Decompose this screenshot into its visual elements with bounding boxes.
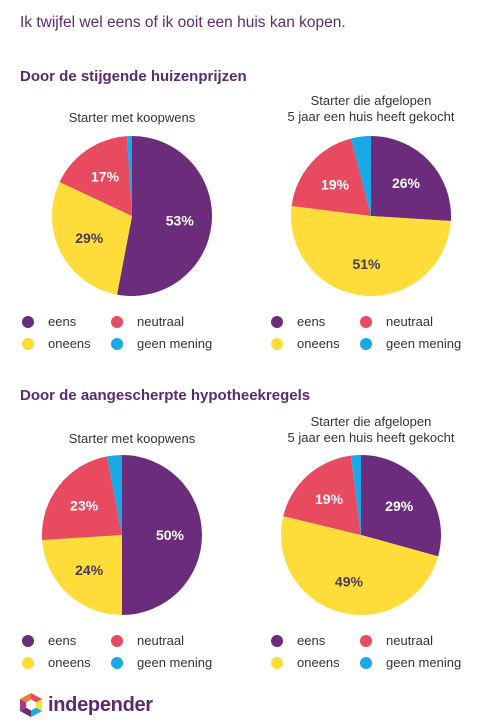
legend-label: oneens [48, 655, 91, 670]
pie-slice-geen-mening [351, 136, 371, 216]
page-title: Ik twijfel wel eens of ik ooit een huis … [20, 14, 346, 31]
pie-data-label: 51% [352, 256, 381, 272]
legend-label: geen mening [137, 655, 213, 670]
pie-slice-oneens [42, 535, 122, 615]
legend-dot-icon [360, 315, 372, 328]
legend-item-eens: eens [271, 314, 325, 329]
legend-label: neutraal [137, 633, 184, 648]
pie-slice-neutraal [283, 455, 361, 535]
legend-dot-icon [22, 337, 34, 350]
legend-dot-icon [360, 656, 372, 669]
legend-item-oneens: oneens [271, 655, 340, 670]
legend-label: eens [297, 633, 326, 648]
legend-dot-icon [22, 634, 34, 647]
chart-title: Starter die afgelopen 5 jaar een huis he… [256, 414, 486, 446]
pie-slice-eens [117, 136, 212, 296]
pie-slice-geen-mening [350, 455, 361, 535]
pie-slice-eens [122, 455, 202, 615]
chart-title-line: 5 jaar een huis heeft gekocht [287, 109, 455, 124]
legend-item-eens: eens [22, 633, 76, 648]
pie-data-label: 49% [335, 573, 364, 589]
pie-slice-neutraal [59, 136, 133, 216]
legend-dot-icon [271, 634, 283, 647]
chart-title-line: Starter met koopwens [68, 431, 196, 446]
pie-slice-neutraal [291, 138, 371, 216]
legend-dot-icon [111, 634, 123, 647]
pie-data-label: 26% [392, 175, 421, 191]
legend-label: neutraal [386, 633, 433, 648]
legend-dot-icon [22, 656, 34, 669]
pie-slice-neutraal [42, 456, 122, 541]
legend-label: eens [48, 633, 77, 648]
pie-data-label: 23% [70, 498, 99, 514]
legend-item-eens: eens [22, 314, 76, 329]
pie-slice-oneens [291, 205, 451, 297]
pie-chart-3: 50% 24% 23% [42, 455, 202, 615]
brand-logo: independer [20, 693, 153, 717]
legend-item-eens: eens [271, 633, 325, 648]
chart-title: Starter die afgelopen 5 jaar een huis he… [256, 93, 486, 125]
legend-dot-icon [111, 656, 123, 669]
legend-dot-icon [360, 337, 372, 350]
legend-label: geen mening [137, 336, 213, 351]
legend-label: eens [297, 314, 326, 329]
chart-title: Starter met koopwens [17, 110, 247, 126]
pie-data-label: 29% [75, 230, 104, 246]
pie-chart-2: 26% 51% 19% [291, 136, 451, 297]
chart-title: Starter met koopwens [17, 431, 247, 447]
legend-item-geen-mening: geen mening [111, 655, 212, 670]
chart-title-line: Starter met koopwens [68, 110, 196, 125]
pie-data-label: 19% [315, 491, 344, 507]
pie-slice-oneens [52, 181, 132, 295]
pie-slice-eens [361, 455, 441, 557]
legend-item-geen-mening: geen mening [360, 336, 461, 351]
legend-label: neutraal [386, 314, 433, 329]
chart-title-line: Starter die afgelopen [310, 414, 432, 429]
legend-dot-icon [271, 315, 283, 328]
legend-label: geen mening [386, 336, 462, 351]
legend-label: oneens [297, 655, 340, 670]
legend-item-neutraal: neutraal [111, 633, 184, 648]
pie-data-label: 29% [385, 498, 414, 514]
pie-slice-eens [371, 136, 451, 222]
legend-dot-icon [22, 315, 34, 328]
legend-item-neutraal: neutraal [360, 314, 433, 329]
legend-label: oneens [297, 336, 340, 351]
legend-label: geen mening [386, 655, 462, 670]
pie-data-label: 50% [156, 527, 185, 543]
legend-dot-icon [360, 634, 372, 647]
pie-data-label: 24% [75, 562, 104, 578]
hexagon-logo-icon [20, 693, 42, 717]
legend-item-oneens: oneens [22, 655, 91, 670]
section-title-huizenprijzen: Door de stijgende huizenprijzen [20, 68, 247, 85]
legend-item-neutraal: neutraal [111, 314, 184, 329]
chart-title-line: Starter die afgelopen [310, 93, 432, 108]
legend-label: eens [48, 314, 77, 329]
legend-item-geen-mening: geen mening [360, 655, 461, 670]
legend-dot-icon [111, 337, 123, 350]
pie-data-label: 17% [91, 168, 120, 184]
legend-dot-icon [271, 337, 283, 350]
legend-item-neutraal: neutraal [360, 633, 433, 648]
pie-data-label: 19% [321, 176, 350, 192]
pie-slice-geen-mening [107, 455, 122, 535]
legend-dot-icon [271, 656, 283, 669]
pie-chart-4: 29% 49% 19% [280, 455, 441, 616]
pie-slice-geen-mening [126, 136, 132, 216]
pie-data-label: 53% [166, 213, 195, 229]
chart-title-line: 5 jaar een huis heeft gekocht [287, 430, 455, 445]
legend-label: neutraal [137, 314, 184, 329]
legend-item-oneens: oneens [22, 336, 91, 351]
legend-dot-icon [111, 315, 123, 328]
pie-slice-oneens [280, 516, 439, 616]
section-title-hypotheekregels: Door de aangescherpte hypotheekregels [20, 387, 311, 404]
pie-chart-1: 53% 29% 17% [52, 136, 212, 296]
brand-logo-text: independer [48, 693, 153, 716]
legend-label: oneens [48, 336, 91, 351]
legend-item-oneens: oneens [271, 336, 340, 351]
legend-item-geen-mening: geen mening [111, 336, 212, 351]
